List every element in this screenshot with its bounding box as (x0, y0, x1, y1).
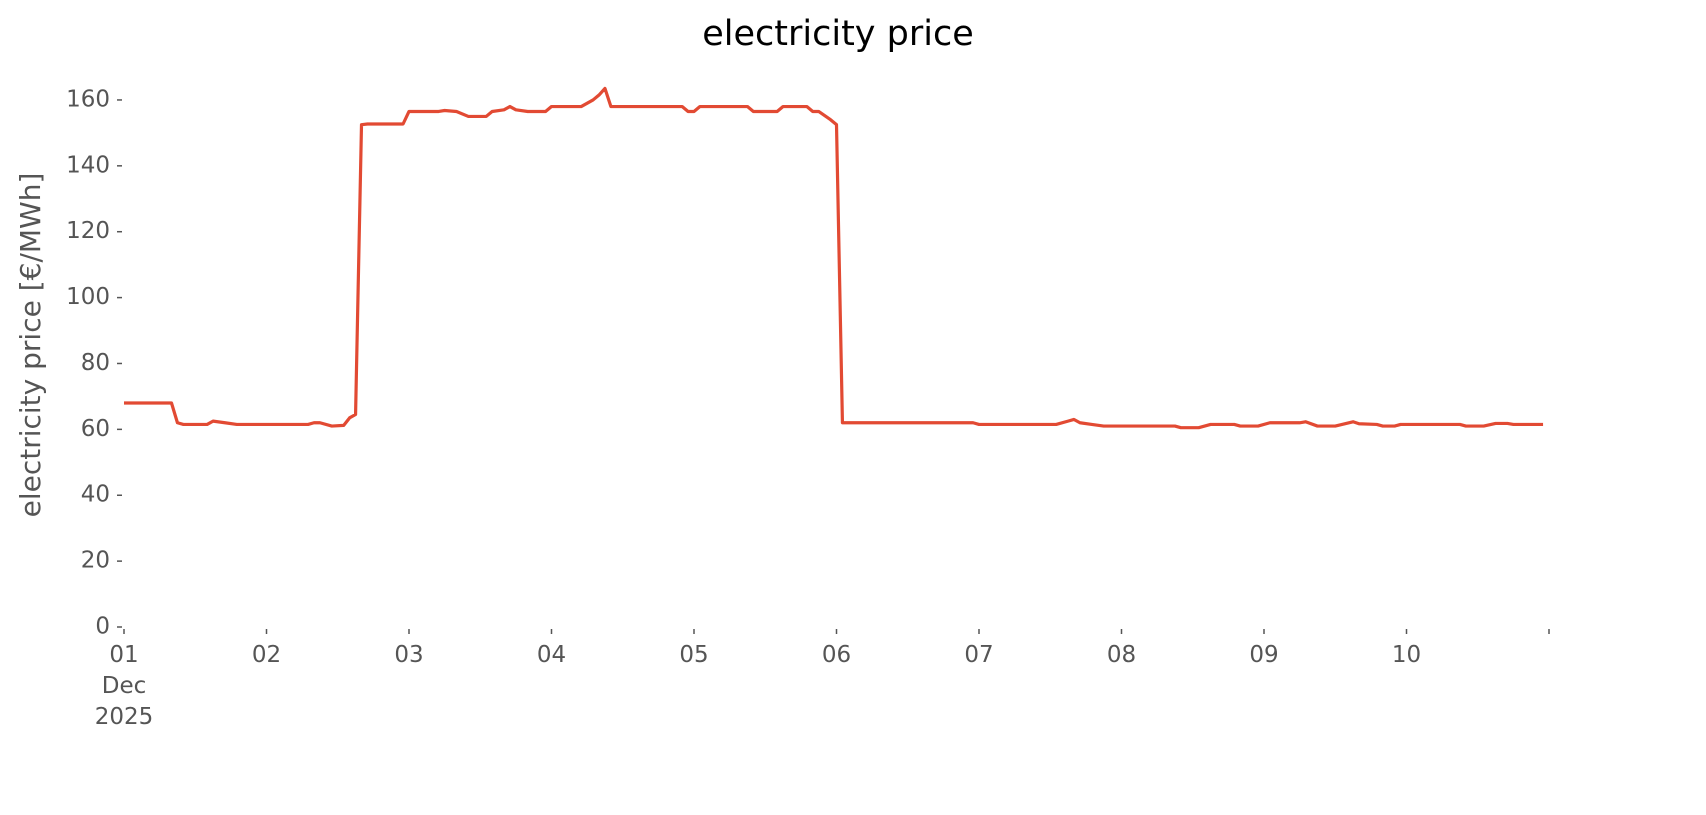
chart-title: electricity price (702, 14, 974, 54)
y-tick-label: 40 (81, 482, 110, 508)
y-tick-label: 80 (81, 350, 110, 376)
y-tick-label: 60 (81, 416, 110, 442)
x-tick-label: 01 Dec 2025 (94, 642, 154, 730)
y-tick-label: 0 (95, 614, 110, 640)
y-tick-label: 100 (66, 284, 110, 310)
y-axis-label: electricity price [€/MWh] (14, 173, 47, 518)
x-tick-label: 02 (251, 642, 282, 668)
x-tick-label: 10 (1391, 642, 1422, 668)
x-tick-label: 04 (536, 642, 567, 668)
x-tick-label: 06 (821, 642, 852, 668)
x-tick-label: 07 (964, 642, 994, 668)
y-tick-label: 120 (66, 218, 110, 244)
x-tick-label: 03 (394, 642, 424, 668)
y-tick-label: 160 (66, 86, 110, 112)
x-tick-label: 08 (1106, 642, 1137, 668)
y-tick-label: 140 (66, 152, 110, 178)
x-tick-label: 09 (1249, 642, 1279, 668)
x-tick-label: 05 (679, 642, 709, 668)
y-tick-label: 20 (81, 548, 110, 574)
line (124, 86, 1544, 430)
